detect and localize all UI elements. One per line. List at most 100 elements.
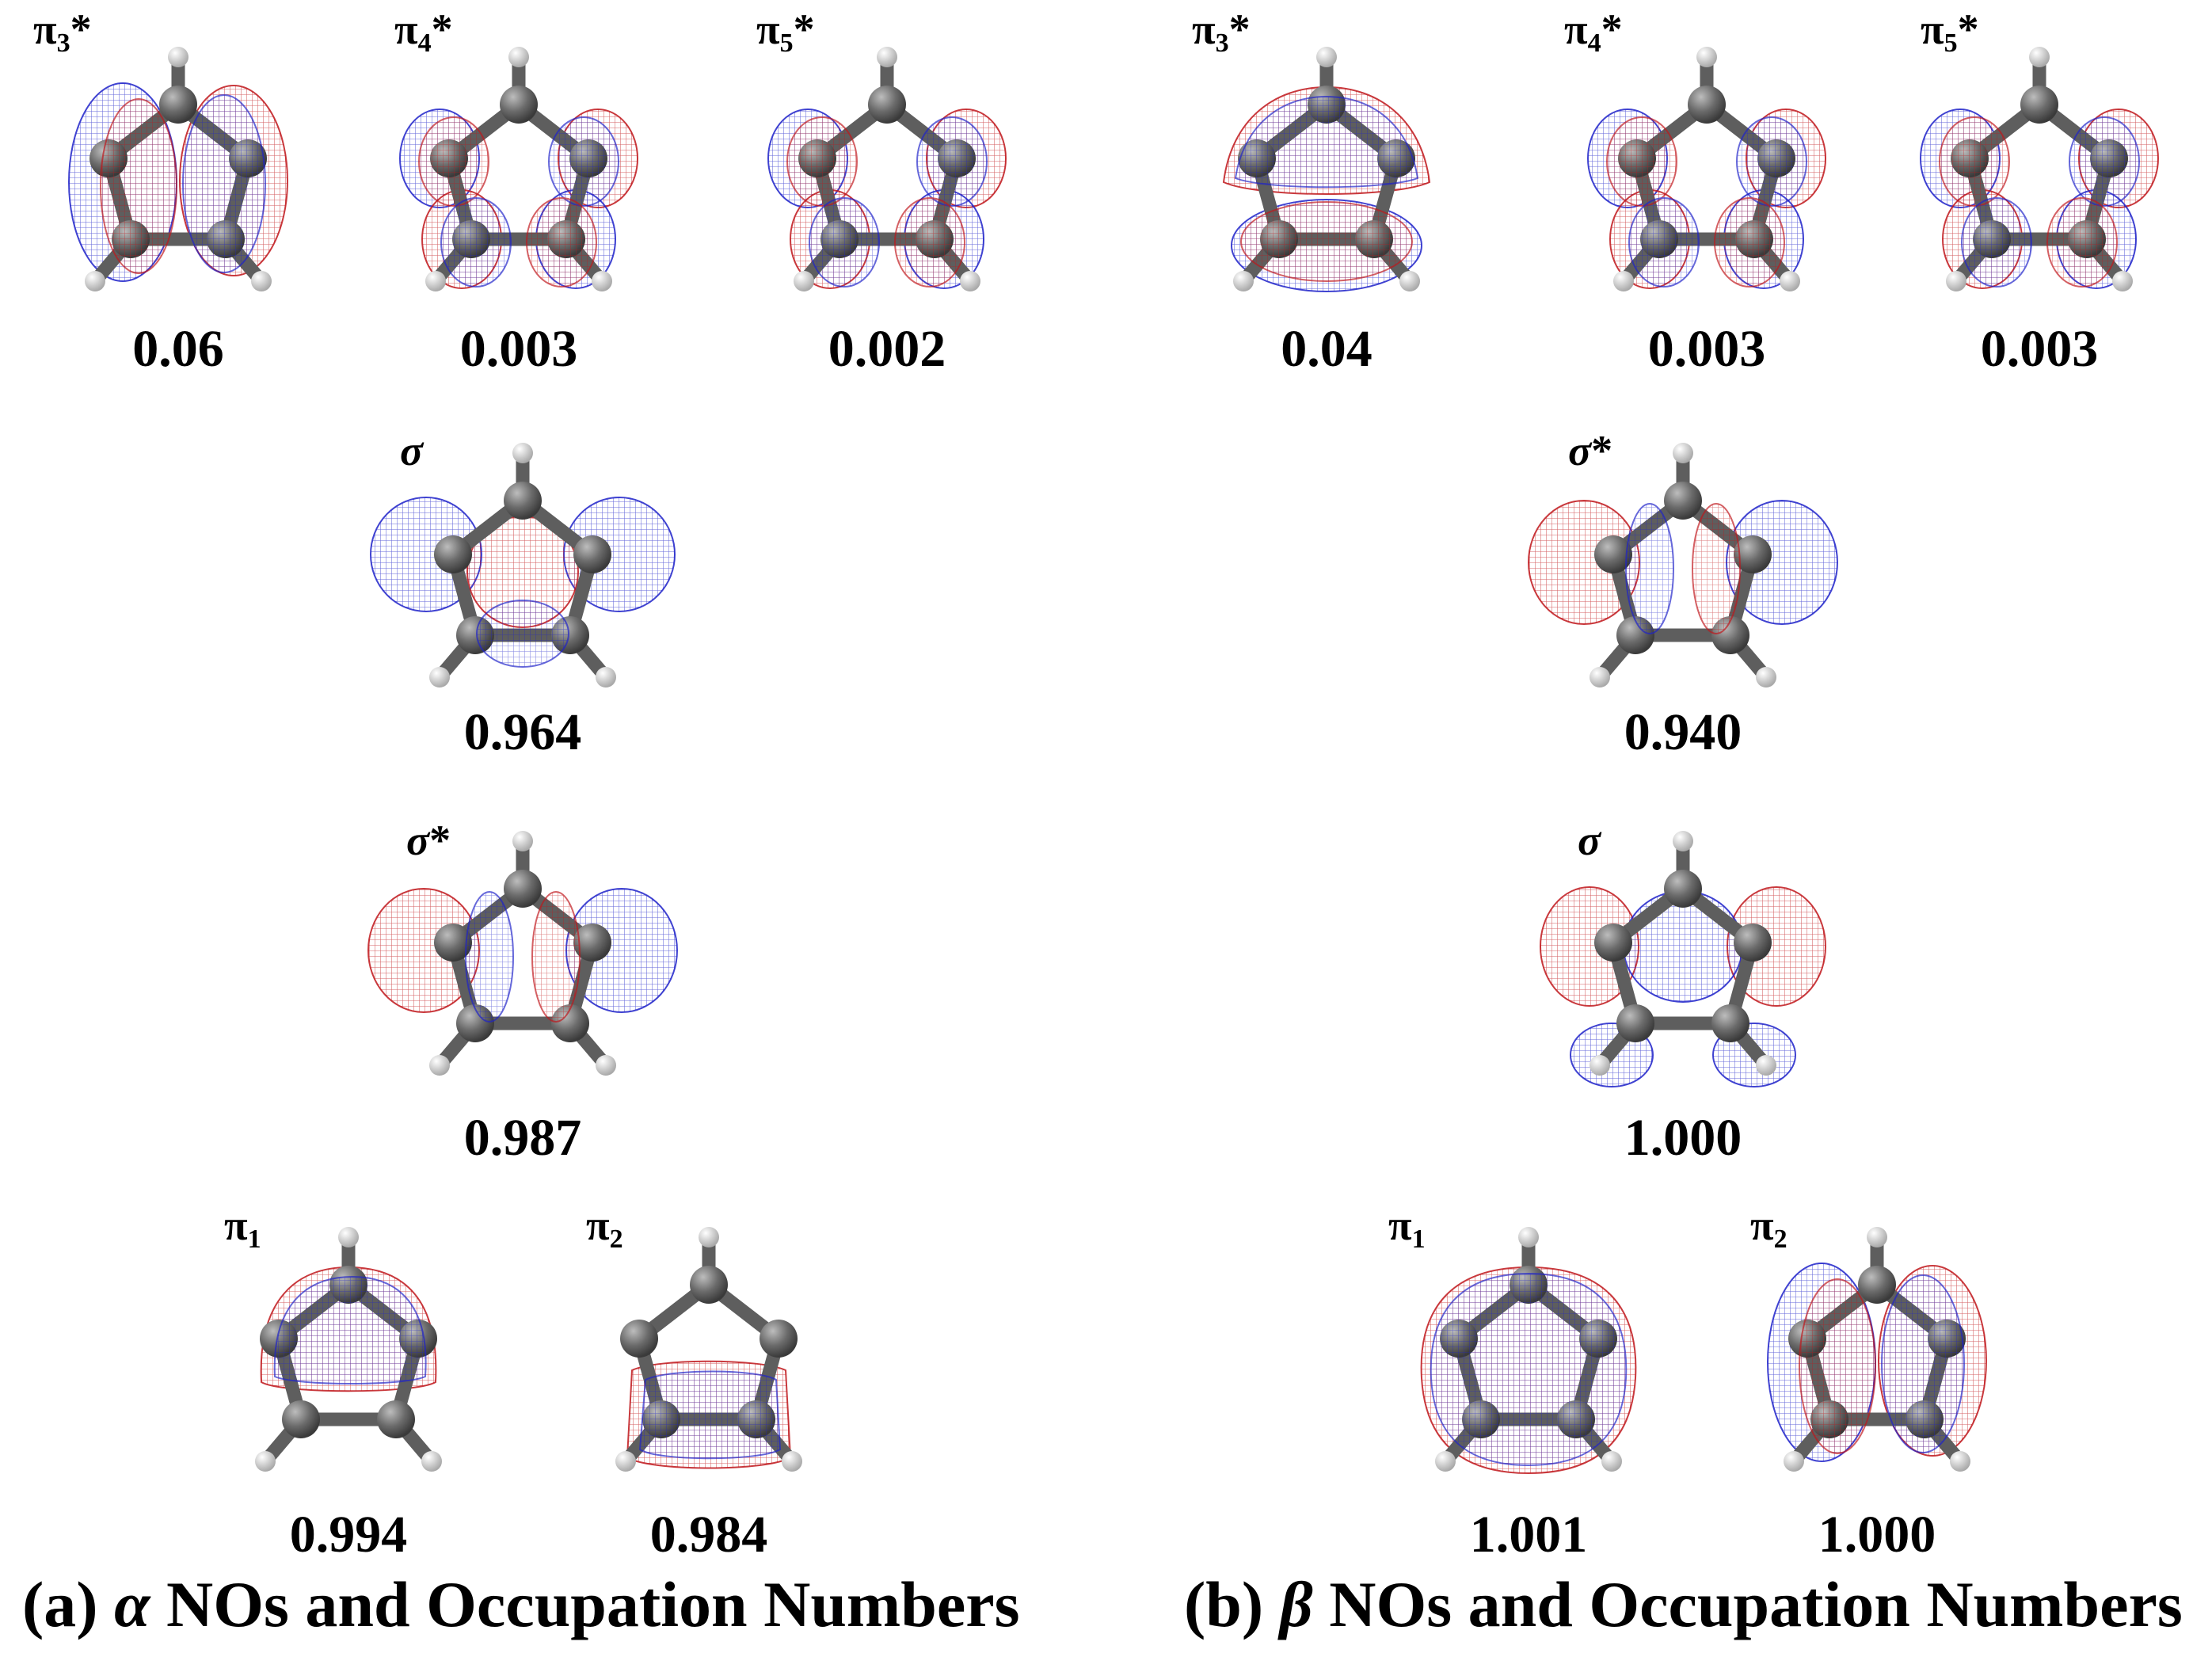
orbital-label: σ [1578, 817, 1601, 864]
orbital-b-sigma: σ 1.000 [1513, 784, 1853, 1180]
positive-lobe [1606, 116, 1677, 207]
occupation-number: 0.940 [1624, 703, 1742, 761]
lobes-front [1625, 503, 1741, 634]
occupation-number: 0.002 [828, 320, 946, 378]
occupation-number: 0.003 [1647, 320, 1766, 378]
carbon-atom [1616, 1004, 1654, 1042]
lobes-back [1540, 886, 1826, 1087]
occupation-number: 1.000 [1624, 1109, 1742, 1167]
orbital-a-pi1: π1 0.994 [178, 1180, 519, 1576]
occupation-number: 0.987 [463, 1109, 582, 1167]
hydrogen-atom [699, 1227, 719, 1247]
carbon-atom [1664, 870, 1702, 908]
orbital-label: π1 [1388, 1202, 1426, 1254]
lobes-front [638, 1370, 782, 1460]
orbital-isosurface [1528, 443, 1838, 687]
occupation-number: 0.04 [1281, 320, 1373, 378]
orbital-isosurface [68, 47, 288, 291]
negative-lobe [809, 197, 880, 288]
orbital-label: π4* [1564, 6, 1623, 58]
occupation-number: 0.06 [132, 320, 224, 378]
negative-lobe [476, 600, 569, 668]
orbital-label: π3* [33, 6, 92, 58]
lobes-back [370, 497, 676, 628]
orbital-label: π5* [756, 6, 815, 58]
orbital-label: π2 [586, 1202, 623, 1254]
lobes-front [1234, 95, 1419, 282]
orbital-isosurface [367, 831, 678, 1076]
orbital-a-pi5star: π5* 0.002 [717, 0, 1057, 396]
orbital-b-pi2: π2 1.000 [1707, 1180, 2047, 1576]
hydrogen-atom [1590, 1055, 1610, 1076]
orbital-b-pi3star: π3* 0.04 [1156, 0, 1497, 396]
hydrogen-atom [168, 47, 188, 67]
orbital-isosurface [1540, 831, 1826, 1087]
panel-caption-beta: (b) β NOs and Occupation Numbers [1184, 1568, 2183, 1640]
positive-lobe [1939, 116, 2010, 207]
hydrogen-atom [1613, 271, 1634, 291]
carbon-atom [504, 482, 542, 520]
carbon-atom [1594, 924, 1632, 962]
orbital-isosurface [1920, 47, 2159, 291]
orbital-a-pi4star: π4* 0.003 [348, 0, 689, 396]
molecule-model [1590, 831, 1776, 1076]
hydrogen-atom [596, 1055, 616, 1076]
carbon-atom [760, 1320, 798, 1358]
carbon-atom [690, 1266, 728, 1304]
orbital-a-sigma: σ 0.964 [352, 396, 693, 792]
orbital-isosurface [1587, 47, 1826, 291]
negative-lobe [1736, 116, 1807, 207]
positive-lobe [531, 891, 581, 1023]
hydrogen-atom [1946, 271, 1966, 291]
positive-lobe [1692, 503, 1741, 634]
carbon-atom [282, 1400, 320, 1438]
hydrogen-atom [429, 667, 450, 687]
lobes-front [1799, 1274, 1965, 1454]
negative-lobe [465, 891, 514, 1023]
negative-lobe [2069, 116, 2140, 207]
negative-lobe [1234, 95, 1419, 189]
hydrogen-atom [85, 271, 105, 291]
hydrogen-atom [1435, 1451, 1456, 1472]
orbital-label: π2 [1750, 1202, 1787, 1254]
carbon-atom [434, 535, 472, 573]
occupation-number: 1.001 [1469, 1506, 1588, 1563]
carbon-atom [1734, 535, 1772, 573]
lobes-front [1430, 1272, 1628, 1467]
hydrogen-atom [429, 1055, 450, 1076]
hydrogen-atom [1756, 1055, 1776, 1076]
negative-lobe [1430, 1272, 1628, 1467]
carbon-atom [868, 86, 906, 124]
hydrogen-atom [425, 271, 446, 291]
orbital-label: π4* [394, 6, 453, 58]
positive-lobe [786, 116, 858, 207]
negative-lobe [440, 197, 512, 288]
negative-lobe [916, 116, 988, 207]
positive-lobe [1714, 197, 1785, 288]
positive-lobe [2046, 197, 2118, 288]
orbital-isosurface [255, 1227, 442, 1472]
hydrogen-atom [877, 47, 897, 67]
hydrogen-atom [794, 271, 814, 291]
hydrogen-atom [782, 1451, 802, 1472]
negative-lobe [273, 1275, 427, 1384]
hydrogen-atom [421, 1451, 442, 1472]
carbon-atom [434, 924, 472, 962]
hydrogen-atom [596, 667, 616, 687]
occupation-number: 0.003 [459, 320, 578, 378]
negative-lobe [1628, 197, 1700, 288]
hydrogen-atom [1233, 271, 1254, 291]
occupation-number: 0.964 [463, 703, 582, 761]
lobes-front [273, 1275, 427, 1384]
hydrogen-atom [1590, 667, 1610, 687]
orbital-label: π5* [1921, 6, 1979, 58]
carbon-atom [1664, 482, 1702, 520]
carbon-atom [1711, 1004, 1749, 1042]
hydrogen-atom [338, 1227, 359, 1247]
carbon-atom [573, 535, 611, 573]
orbital-a-pi3star: π3* 0.06 [8, 0, 348, 396]
carbon-atom [377, 1400, 415, 1438]
negative-lobe [182, 94, 266, 273]
